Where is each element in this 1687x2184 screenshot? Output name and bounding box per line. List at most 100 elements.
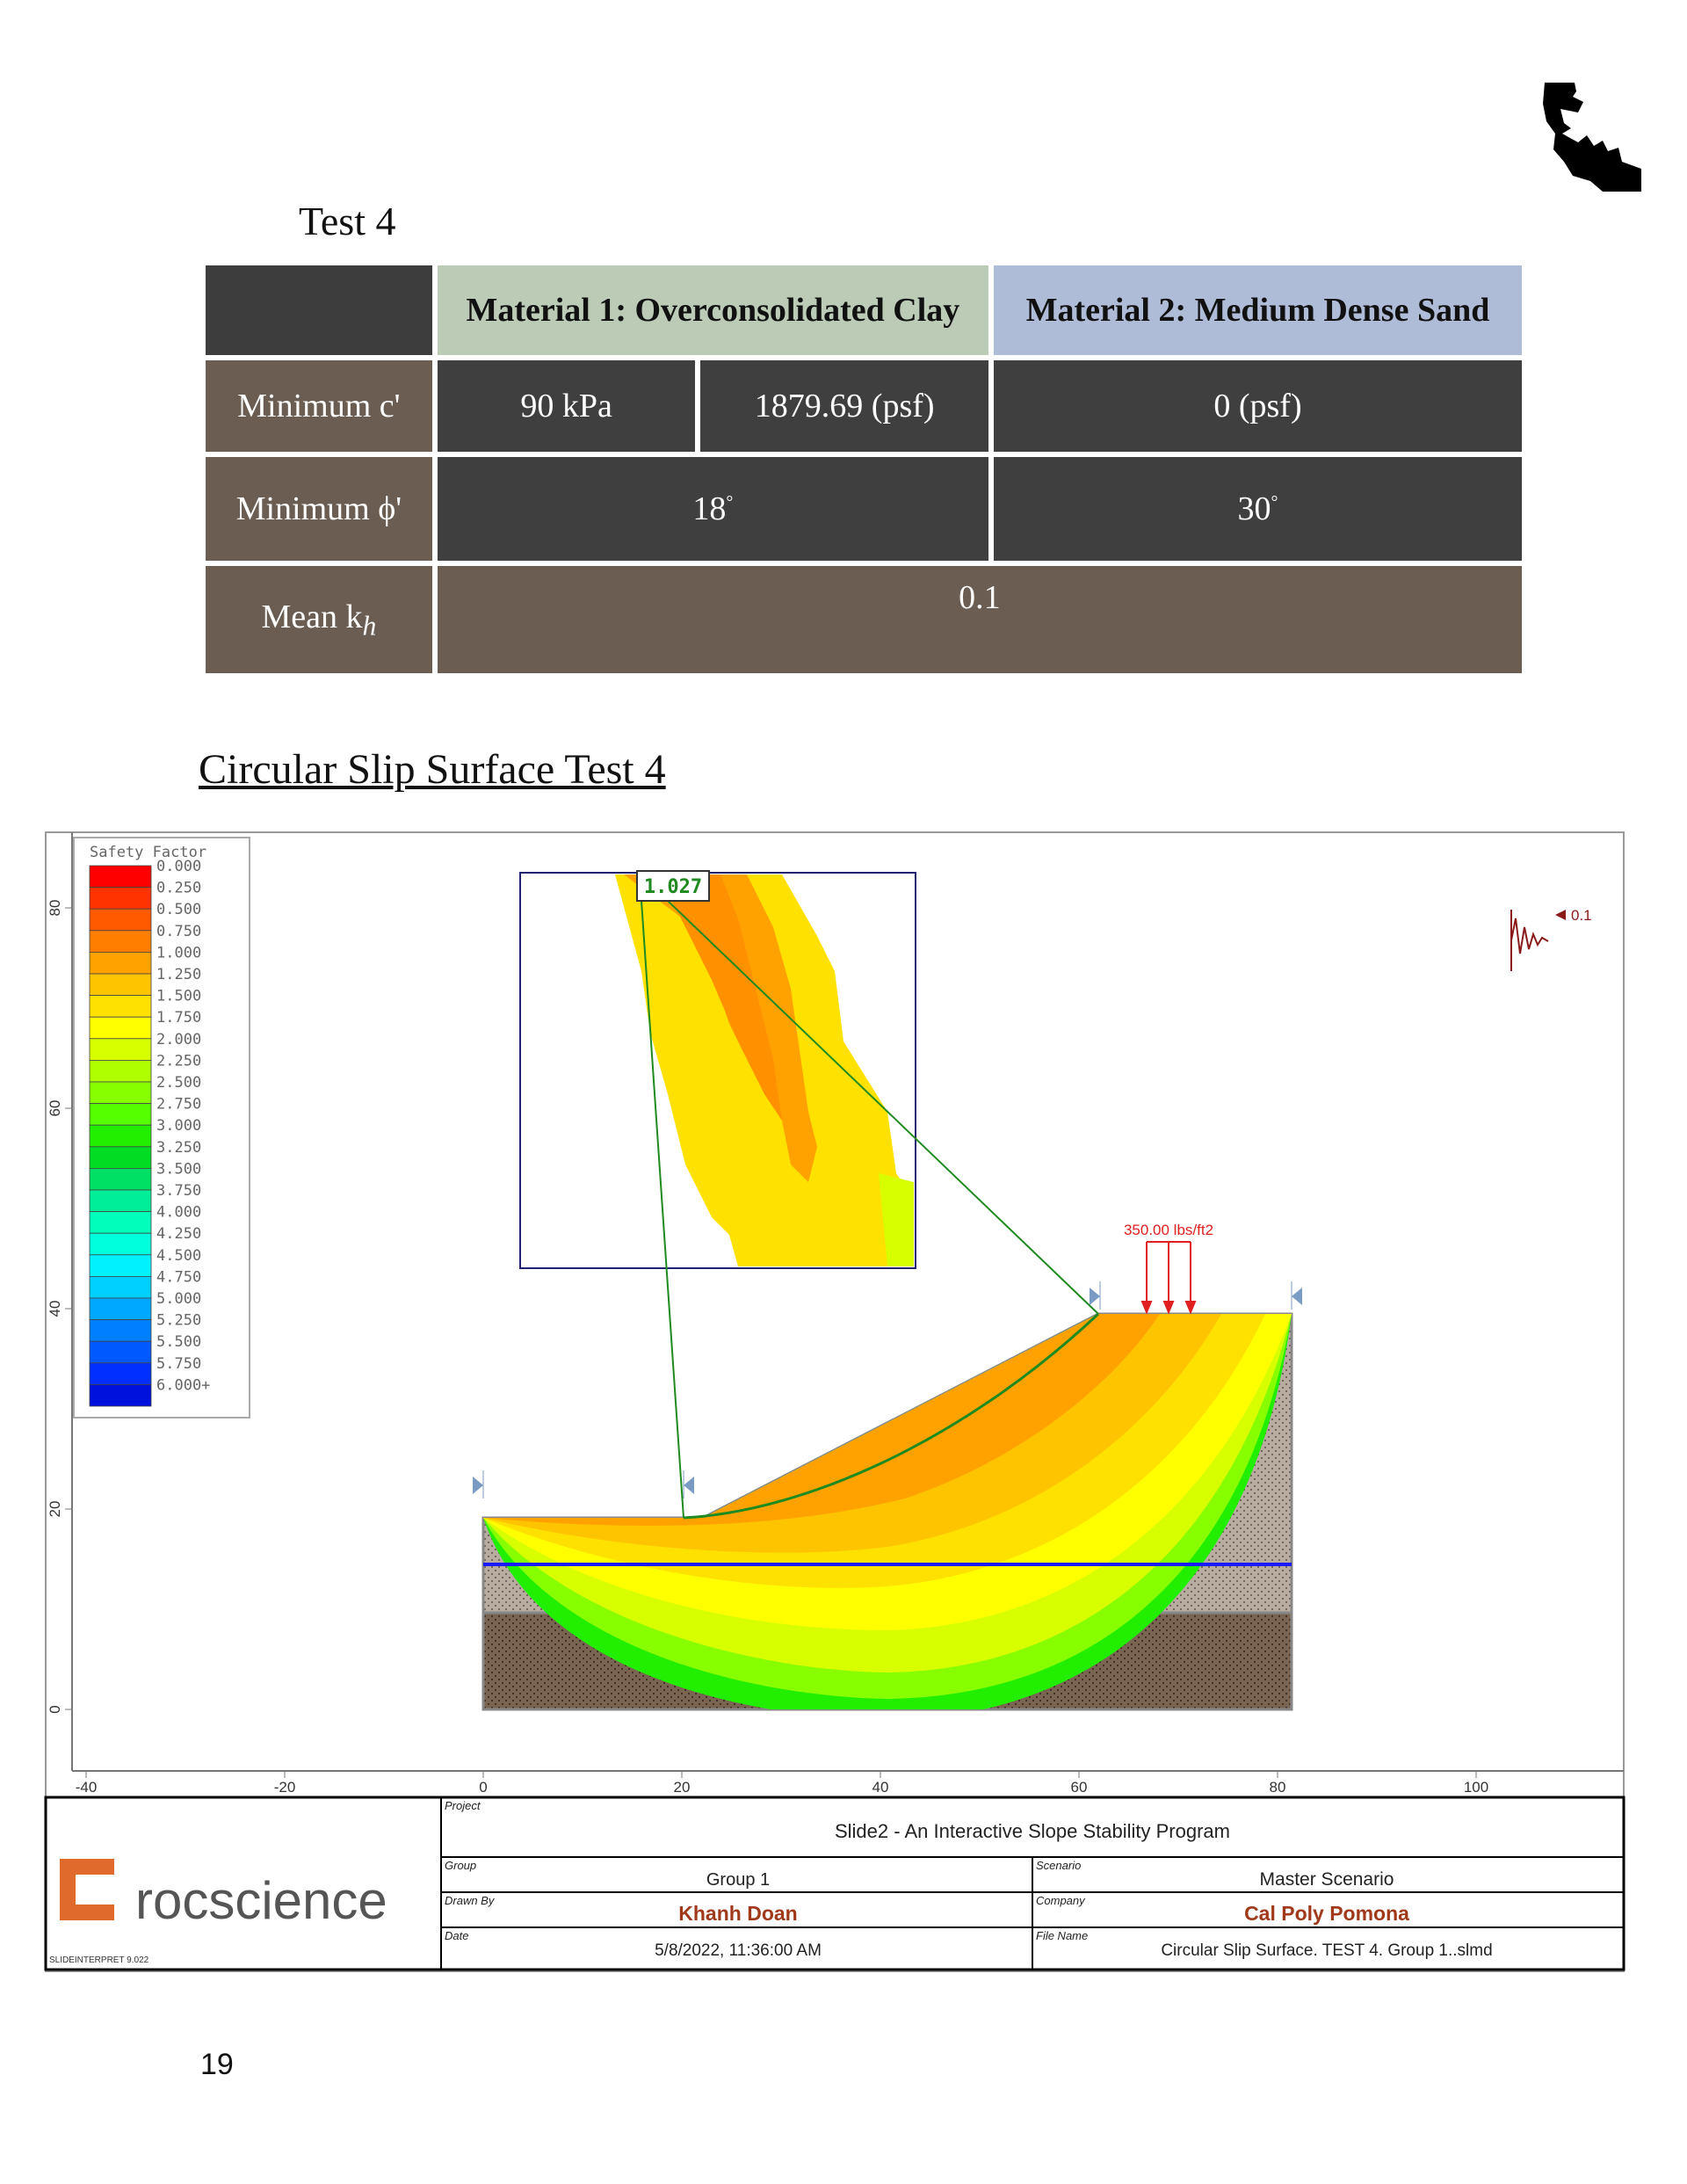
cell-c-m1-kpa: 90 kPa [437, 360, 696, 452]
y-tick-label: 60 [47, 1100, 63, 1117]
file-name-label: File Name [1036, 1929, 1088, 1942]
legend-swatch [89, 995, 152, 1018]
row-label-c: Minimum c' [206, 360, 432, 452]
project-name: Slide2 - An Interactive Slope Stability … [835, 1820, 1230, 1842]
legend-label: 2.500 [156, 1074, 201, 1092]
y-tick-label: 0 [47, 1705, 63, 1713]
fs-label-box [636, 870, 710, 902]
x-tick-label: 60 [1071, 1779, 1088, 1796]
legend-label: 0.750 [156, 923, 201, 940]
legend-label: 5.000 [156, 1290, 201, 1308]
material2-header: Material 2: Medium Dense Sand [994, 265, 1522, 355]
load-arrows [1140, 1242, 1197, 1315]
cell-c-m2: 0 (psf) [994, 360, 1522, 452]
file-name-value: Circular Slip Surface. TEST 4. Group 1..… [1161, 1941, 1492, 1960]
legend-swatch [89, 1319, 152, 1342]
legend-swatch [89, 1384, 152, 1407]
legend-label: 6.000+ [156, 1376, 210, 1394]
legend-label: 1.750 [156, 1009, 201, 1027]
legend-label: 0.000 [156, 858, 201, 875]
section-title: Circular Slip Surface Test 4 [199, 746, 666, 793]
drawn-by-label: Drawn By [445, 1894, 496, 1907]
title-block: rocscience SLIDEINTERPRET 9.022 Project … [44, 1796, 1625, 1971]
x-tick-label: 40 [872, 1779, 889, 1796]
row-label-phi: Minimum ϕ' [206, 457, 432, 561]
legend-swatch [89, 1211, 152, 1234]
legend-swatch [89, 1340, 152, 1364]
legend-label: 3.000 [156, 1117, 201, 1135]
legend-label: 1.500 [156, 988, 201, 1005]
legend-label: 5.500 [156, 1333, 201, 1351]
legend-label: 0.250 [156, 880, 201, 897]
legend-swatch [89, 1167, 152, 1191]
legend-swatch [89, 1081, 152, 1105]
seismic-load-icon [1510, 910, 1549, 971]
cell-phi-m2: 30° [994, 457, 1522, 561]
legend-label: 1.000 [156, 944, 201, 961]
load-label: 350.00 lbs/ft2 [1124, 1222, 1213, 1238]
material-properties-table: Material 1: Overconsolidated Clay Materi… [200, 260, 1527, 678]
drawn-by-value: Khanh Doan [678, 1902, 797, 1925]
legend-swatch [89, 1124, 152, 1148]
legend-swatch [89, 973, 152, 997]
legend-swatch [89, 1297, 152, 1321]
y-axis-ticks: 0 20 40 60 80 [47, 900, 72, 1714]
kh-subscript: h [362, 610, 377, 642]
brand-name: rocscience [135, 1871, 387, 1930]
zoom-connector-left [641, 900, 684, 1519]
group-label: Group [445, 1859, 476, 1872]
phi-m1-value: 18 [692, 490, 727, 527]
legend-swatch [89, 1103, 152, 1126]
legend-label: 4.500 [156, 1247, 201, 1265]
slope-stability-figure: 0 20 40 60 80 -40 -20 0 20 40 60 80 100 Safety Fact… [44, 831, 1625, 1973]
legend-swatch [89, 1232, 152, 1256]
table-corner-cell [206, 265, 432, 355]
fs-value: 1.027 [644, 876, 702, 898]
legend-swatch [89, 951, 152, 975]
safety-factor-bands [483, 1314, 1292, 1709]
project-label: Project [445, 1799, 481, 1812]
cell-c-m1-psf: 1879.69 (psf) [700, 360, 988, 452]
legend-swatch [89, 1362, 152, 1385]
x-tick-label: 100 [1464, 1779, 1488, 1796]
cell-kh-value: 0.1 [437, 566, 1522, 673]
legend-swatch [89, 1146, 152, 1169]
boundary-markers [473, 1281, 1302, 1498]
legend-swatch [89, 908, 152, 932]
legend-swatch [89, 1059, 152, 1083]
legend-label: 3.250 [156, 1139, 201, 1157]
legend-swatch [89, 1254, 152, 1277]
degree-symbol: ° [1271, 492, 1278, 512]
degree-symbol: ° [726, 492, 734, 512]
seismic-value: 0.1 [1571, 907, 1592, 924]
legend-items: 0.000 0.250 0.500 0.750 1.000 1.250 1.500 1.750… [89, 858, 210, 1407]
legend-swatch [89, 887, 152, 910]
x-tick-label: 20 [674, 1779, 691, 1796]
date-label: Date [445, 1929, 468, 1942]
company-value: Cal Poly Pomona [1244, 1902, 1409, 1925]
version-label: SLIDEINTERPRET 9.022 [49, 1955, 149, 1965]
x-tick-label: 0 [479, 1779, 487, 1796]
x-tick-label: 80 [1270, 1779, 1286, 1796]
company-label: Company [1036, 1894, 1086, 1907]
legend-swatch [89, 1038, 152, 1061]
group-value: Group 1 [706, 1870, 770, 1890]
slope-plot-svg: 0 20 40 60 80 -40 -20 0 20 40 60 80 100 Safety Fact… [44, 831, 1625, 1972]
state-logo [1543, 83, 1641, 192]
page-number: 19 [200, 2048, 234, 2081]
legend-label: 2.000 [156, 1031, 201, 1048]
date-value: 5/8/2022, 11:36:00 AM [655, 1941, 822, 1960]
test-title: Test 4 [299, 199, 396, 243]
critical-slip-surface [683, 1312, 1100, 1520]
y-tick-label: 40 [47, 1301, 63, 1317]
legend-label: 4.000 [156, 1204, 201, 1222]
legend-label: 3.500 [156, 1160, 201, 1178]
phi-m2-value: 30 [1237, 490, 1271, 527]
legend-label: 3.750 [156, 1182, 201, 1200]
kh-label: Mean k [261, 598, 363, 635]
legend-swatch [89, 865, 152, 889]
legend-label: 5.750 [156, 1355, 201, 1373]
legend-label: 5.250 [156, 1312, 201, 1330]
cell-phi-m1: 18° [437, 457, 988, 561]
legend-swatch [89, 1275, 152, 1299]
